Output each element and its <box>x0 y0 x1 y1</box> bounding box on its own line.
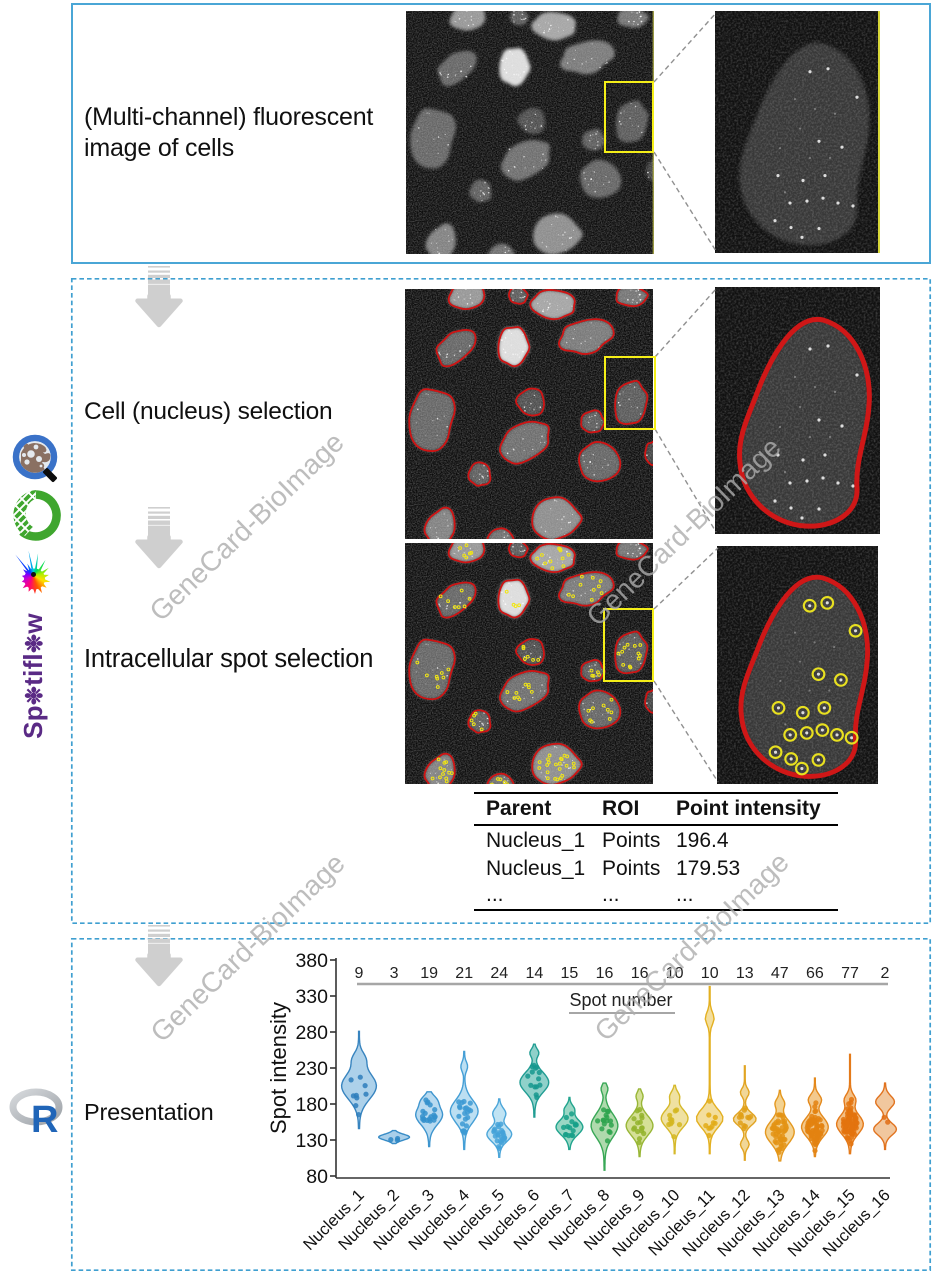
svg-text:47: 47 <box>771 965 789 982</box>
svg-text:21: 21 <box>455 965 473 982</box>
svg-text:230: 230 <box>295 1058 328 1080</box>
svg-text:10: 10 <box>701 965 719 982</box>
svg-text:16: 16 <box>631 965 649 982</box>
svg-text:13: 13 <box>736 965 754 982</box>
svg-text:330: 330 <box>295 986 328 1008</box>
svg-text:14: 14 <box>526 965 544 982</box>
svg-text:Spot intensity: Spot intensity <box>266 1002 291 1134</box>
svg-text:77: 77 <box>841 965 859 982</box>
svg-text:Spot number: Spot number <box>569 990 672 1010</box>
svg-text:24: 24 <box>490 965 508 982</box>
svg-text:19: 19 <box>420 965 438 982</box>
svg-text:180: 180 <box>295 1094 328 1116</box>
svg-text:380: 380 <box>295 950 328 972</box>
svg-text:66: 66 <box>806 965 824 982</box>
svg-text:280: 280 <box>295 1022 328 1044</box>
svg-text:130: 130 <box>295 1130 328 1152</box>
svg-text:10: 10 <box>666 965 684 982</box>
svg-text:15: 15 <box>561 965 579 982</box>
svg-text:3: 3 <box>390 965 399 982</box>
svg-text:16: 16 <box>596 965 614 982</box>
svg-text:80: 80 <box>306 1166 328 1188</box>
svg-text:R: R <box>31 1099 58 1134</box>
svg-text:9: 9 <box>355 965 364 982</box>
svg-text:2: 2 <box>881 965 890 982</box>
